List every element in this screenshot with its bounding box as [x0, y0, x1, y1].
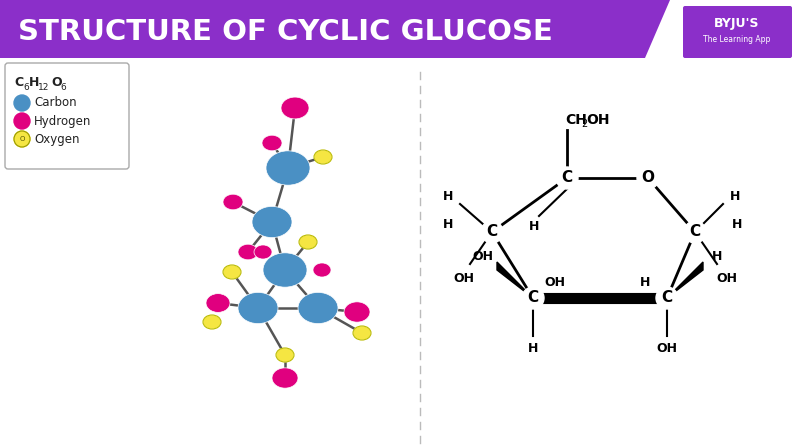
Text: OH: OH [717, 271, 738, 284]
Text: 6: 6 [23, 82, 29, 92]
Ellipse shape [353, 326, 371, 340]
Text: C: C [14, 76, 23, 89]
Ellipse shape [344, 302, 370, 322]
Polygon shape [497, 262, 533, 298]
Text: Hydrogen: Hydrogen [34, 114, 91, 128]
Text: OH: OH [473, 250, 494, 263]
Text: H: H [730, 190, 740, 202]
Circle shape [656, 287, 678, 309]
Text: C: C [662, 291, 673, 306]
Ellipse shape [272, 368, 298, 388]
Ellipse shape [266, 151, 310, 185]
Text: H: H [640, 275, 650, 288]
Ellipse shape [252, 206, 292, 238]
Ellipse shape [298, 292, 338, 324]
Text: OH: OH [586, 113, 610, 127]
Text: H: H [732, 218, 742, 231]
Ellipse shape [254, 245, 272, 259]
Text: 6: 6 [60, 82, 66, 92]
Text: The Learning App: The Learning App [703, 36, 770, 44]
Ellipse shape [314, 150, 332, 164]
Text: BYJU'S: BYJU'S [714, 17, 760, 31]
Ellipse shape [203, 315, 221, 329]
Text: C: C [486, 224, 498, 239]
Ellipse shape [206, 294, 230, 312]
Circle shape [684, 221, 706, 243]
Circle shape [522, 287, 544, 309]
Text: OH: OH [545, 275, 566, 288]
Polygon shape [0, 0, 670, 58]
Text: C: C [562, 170, 573, 186]
Text: O: O [642, 170, 654, 186]
Text: H: H [712, 250, 722, 263]
Text: C: C [690, 224, 701, 239]
FancyBboxPatch shape [5, 63, 129, 169]
Ellipse shape [262, 135, 282, 151]
Text: O: O [19, 136, 25, 142]
FancyBboxPatch shape [683, 6, 792, 58]
Circle shape [481, 221, 503, 243]
Ellipse shape [276, 348, 294, 362]
Circle shape [14, 113, 30, 129]
Ellipse shape [223, 194, 243, 210]
Text: Oxygen: Oxygen [34, 133, 79, 146]
Ellipse shape [281, 97, 309, 119]
Text: OH: OH [657, 341, 678, 355]
Ellipse shape [263, 253, 307, 287]
Text: H: H [29, 76, 39, 89]
Ellipse shape [238, 292, 278, 324]
Text: Carbon: Carbon [34, 97, 77, 109]
Text: H: H [443, 218, 453, 231]
Ellipse shape [313, 263, 331, 277]
Circle shape [14, 131, 30, 147]
Text: H: H [528, 341, 538, 355]
Text: OH: OH [454, 271, 474, 284]
Text: STRUCTURE OF CYCLIC GLUCOSE: STRUCTURE OF CYCLIC GLUCOSE [18, 18, 553, 46]
Text: O: O [51, 76, 62, 89]
Text: CH: CH [565, 113, 587, 127]
Polygon shape [667, 262, 703, 298]
Circle shape [637, 167, 659, 189]
Text: C: C [527, 291, 538, 306]
Ellipse shape [299, 235, 317, 249]
Circle shape [14, 95, 30, 111]
Circle shape [556, 167, 578, 189]
Ellipse shape [223, 265, 241, 279]
Ellipse shape [238, 244, 258, 260]
Text: H: H [529, 219, 539, 232]
Text: 2: 2 [581, 119, 587, 129]
Text: H: H [443, 190, 453, 202]
Text: 12: 12 [38, 82, 50, 92]
